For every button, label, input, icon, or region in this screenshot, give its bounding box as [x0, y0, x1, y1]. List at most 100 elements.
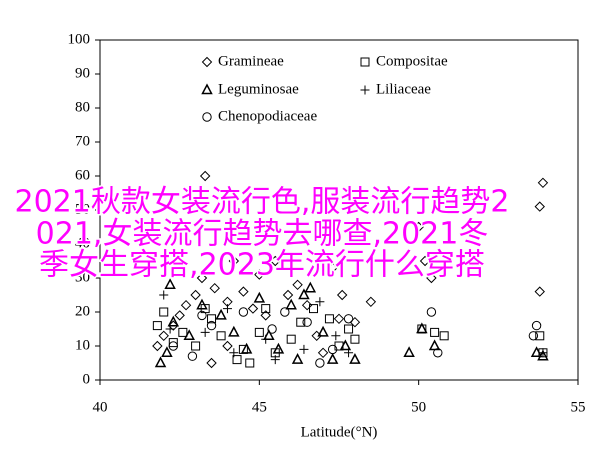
marker-plus: [229, 348, 239, 358]
legend-label: Compositae: [376, 53, 448, 69]
marker-diamond: [196, 272, 208, 284]
marker-triangle: [416, 322, 428, 334]
y-tick-label: 0: [83, 371, 91, 387]
marker-triangle: [215, 308, 227, 320]
marker-circle: [202, 112, 212, 122]
marker-square: [254, 327, 264, 337]
x-tick-label: 50: [411, 399, 426, 415]
y-tick-label: 40: [75, 235, 90, 251]
marker-diamond: [317, 347, 329, 359]
marker-triangle: [154, 356, 167, 368]
marker-square: [152, 321, 162, 331]
marker-circle: [343, 314, 354, 324]
marker-triangle: [161, 346, 173, 358]
marker-circle: [187, 351, 198, 361]
legend-label: Gramineae: [218, 53, 284, 69]
x-axis-label: Latitude(°N): [301, 424, 378, 440]
y-tick-label: 50: [75, 201, 90, 217]
marker-square: [159, 307, 169, 317]
marker-diamond: [158, 330, 169, 342]
marker-diamond: [201, 56, 213, 68]
marker-triangle: [298, 288, 310, 300]
marker-diamond: [247, 303, 259, 314]
legend-label: Liliaceae: [376, 81, 431, 97]
marker-triangle: [253, 291, 266, 303]
marker-diamond: [222, 340, 233, 352]
marker-diamond: [260, 310, 271, 321]
marker-circle: [433, 348, 443, 358]
marker-diamond: [190, 289, 201, 301]
marker-triangle: [228, 325, 240, 337]
marker-circle: [280, 307, 290, 317]
marker-diamond: [327, 262, 338, 274]
marker-diamond: [270, 255, 281, 267]
marker-plus: [538, 348, 548, 358]
marker-square: [286, 334, 296, 344]
marker-square: [232, 355, 242, 365]
marker-diamond: [180, 299, 192, 311]
marker-plus: [299, 344, 309, 354]
marker-square: [324, 314, 334, 324]
marker-circle: [426, 307, 437, 317]
marker-plus: [165, 324, 175, 334]
marker-circle: [238, 307, 249, 317]
marker-diamond: [301, 299, 313, 311]
y-tick-label: 100: [68, 31, 91, 47]
overlay-text: 021,女装流行趋势去哪查,2021冬: [36, 217, 489, 252]
marker-triangle: [349, 352, 361, 364]
marker-circle: [528, 331, 539, 341]
marker-circle: [302, 317, 312, 327]
marker-triangle: [537, 349, 549, 361]
marker-square: [191, 341, 201, 351]
marker-diamond: [209, 282, 220, 294]
marker-plus: [159, 290, 169, 300]
marker-diamond: [292, 279, 303, 291]
y-tick-label: 20: [75, 303, 90, 319]
marker-plus: [270, 355, 280, 365]
marker-diamond: [174, 310, 185, 321]
marker-triangle: [403, 346, 415, 358]
marker-diamond: [206, 357, 217, 369]
marker-plus: [222, 304, 232, 314]
marker-triangle: [201, 83, 213, 95]
marker-square: [178, 327, 188, 337]
marker-diamond: [254, 269, 265, 280]
marker-triangle: [304, 281, 317, 293]
marker-plus: [331, 331, 341, 341]
marker-square: [207, 314, 217, 324]
marker-diamond: [199, 170, 211, 182]
marker-square: [168, 338, 178, 348]
marker-square: [535, 331, 545, 341]
marker-square: [430, 327, 440, 337]
marker-triangle: [196, 298, 208, 310]
overlay-text: 2021秋款女装流行色,服装流行趋势2: [15, 185, 510, 220]
x-tick-label: 55: [571, 399, 586, 415]
marker-circle: [327, 344, 338, 355]
marker-circle: [197, 310, 207, 321]
marker-square: [344, 324, 354, 334]
marker-diamond: [413, 221, 424, 233]
marker-diamond: [228, 255, 240, 267]
legend-label: Chenopodiaceae: [218, 108, 317, 124]
marker-square: [245, 358, 255, 368]
marker-diamond: [534, 286, 545, 297]
marker-square: [216, 331, 226, 341]
marker-triangle: [339, 339, 352, 351]
marker-circle: [315, 358, 325, 368]
legend-label: Leguminosae: [218, 81, 299, 97]
marker-diamond: [534, 201, 545, 212]
marker-diamond: [419, 255, 431, 267]
marker-square: [350, 334, 360, 344]
marker-square: [261, 304, 271, 314]
overlay-text: 季女生穿搭,2023年流行什么穿搭: [39, 248, 485, 283]
y-tick-label: 80: [75, 99, 90, 115]
marker-square: [360, 57, 370, 67]
y-tick-label: 30: [75, 269, 90, 285]
marker-triangle: [285, 298, 297, 310]
marker-diamond: [282, 289, 294, 301]
x-tick-label: 45: [252, 399, 267, 415]
marker-triangle: [240, 342, 253, 354]
marker-plus: [315, 297, 325, 307]
marker-triangle: [183, 329, 195, 341]
marker-plus: [261, 334, 271, 344]
